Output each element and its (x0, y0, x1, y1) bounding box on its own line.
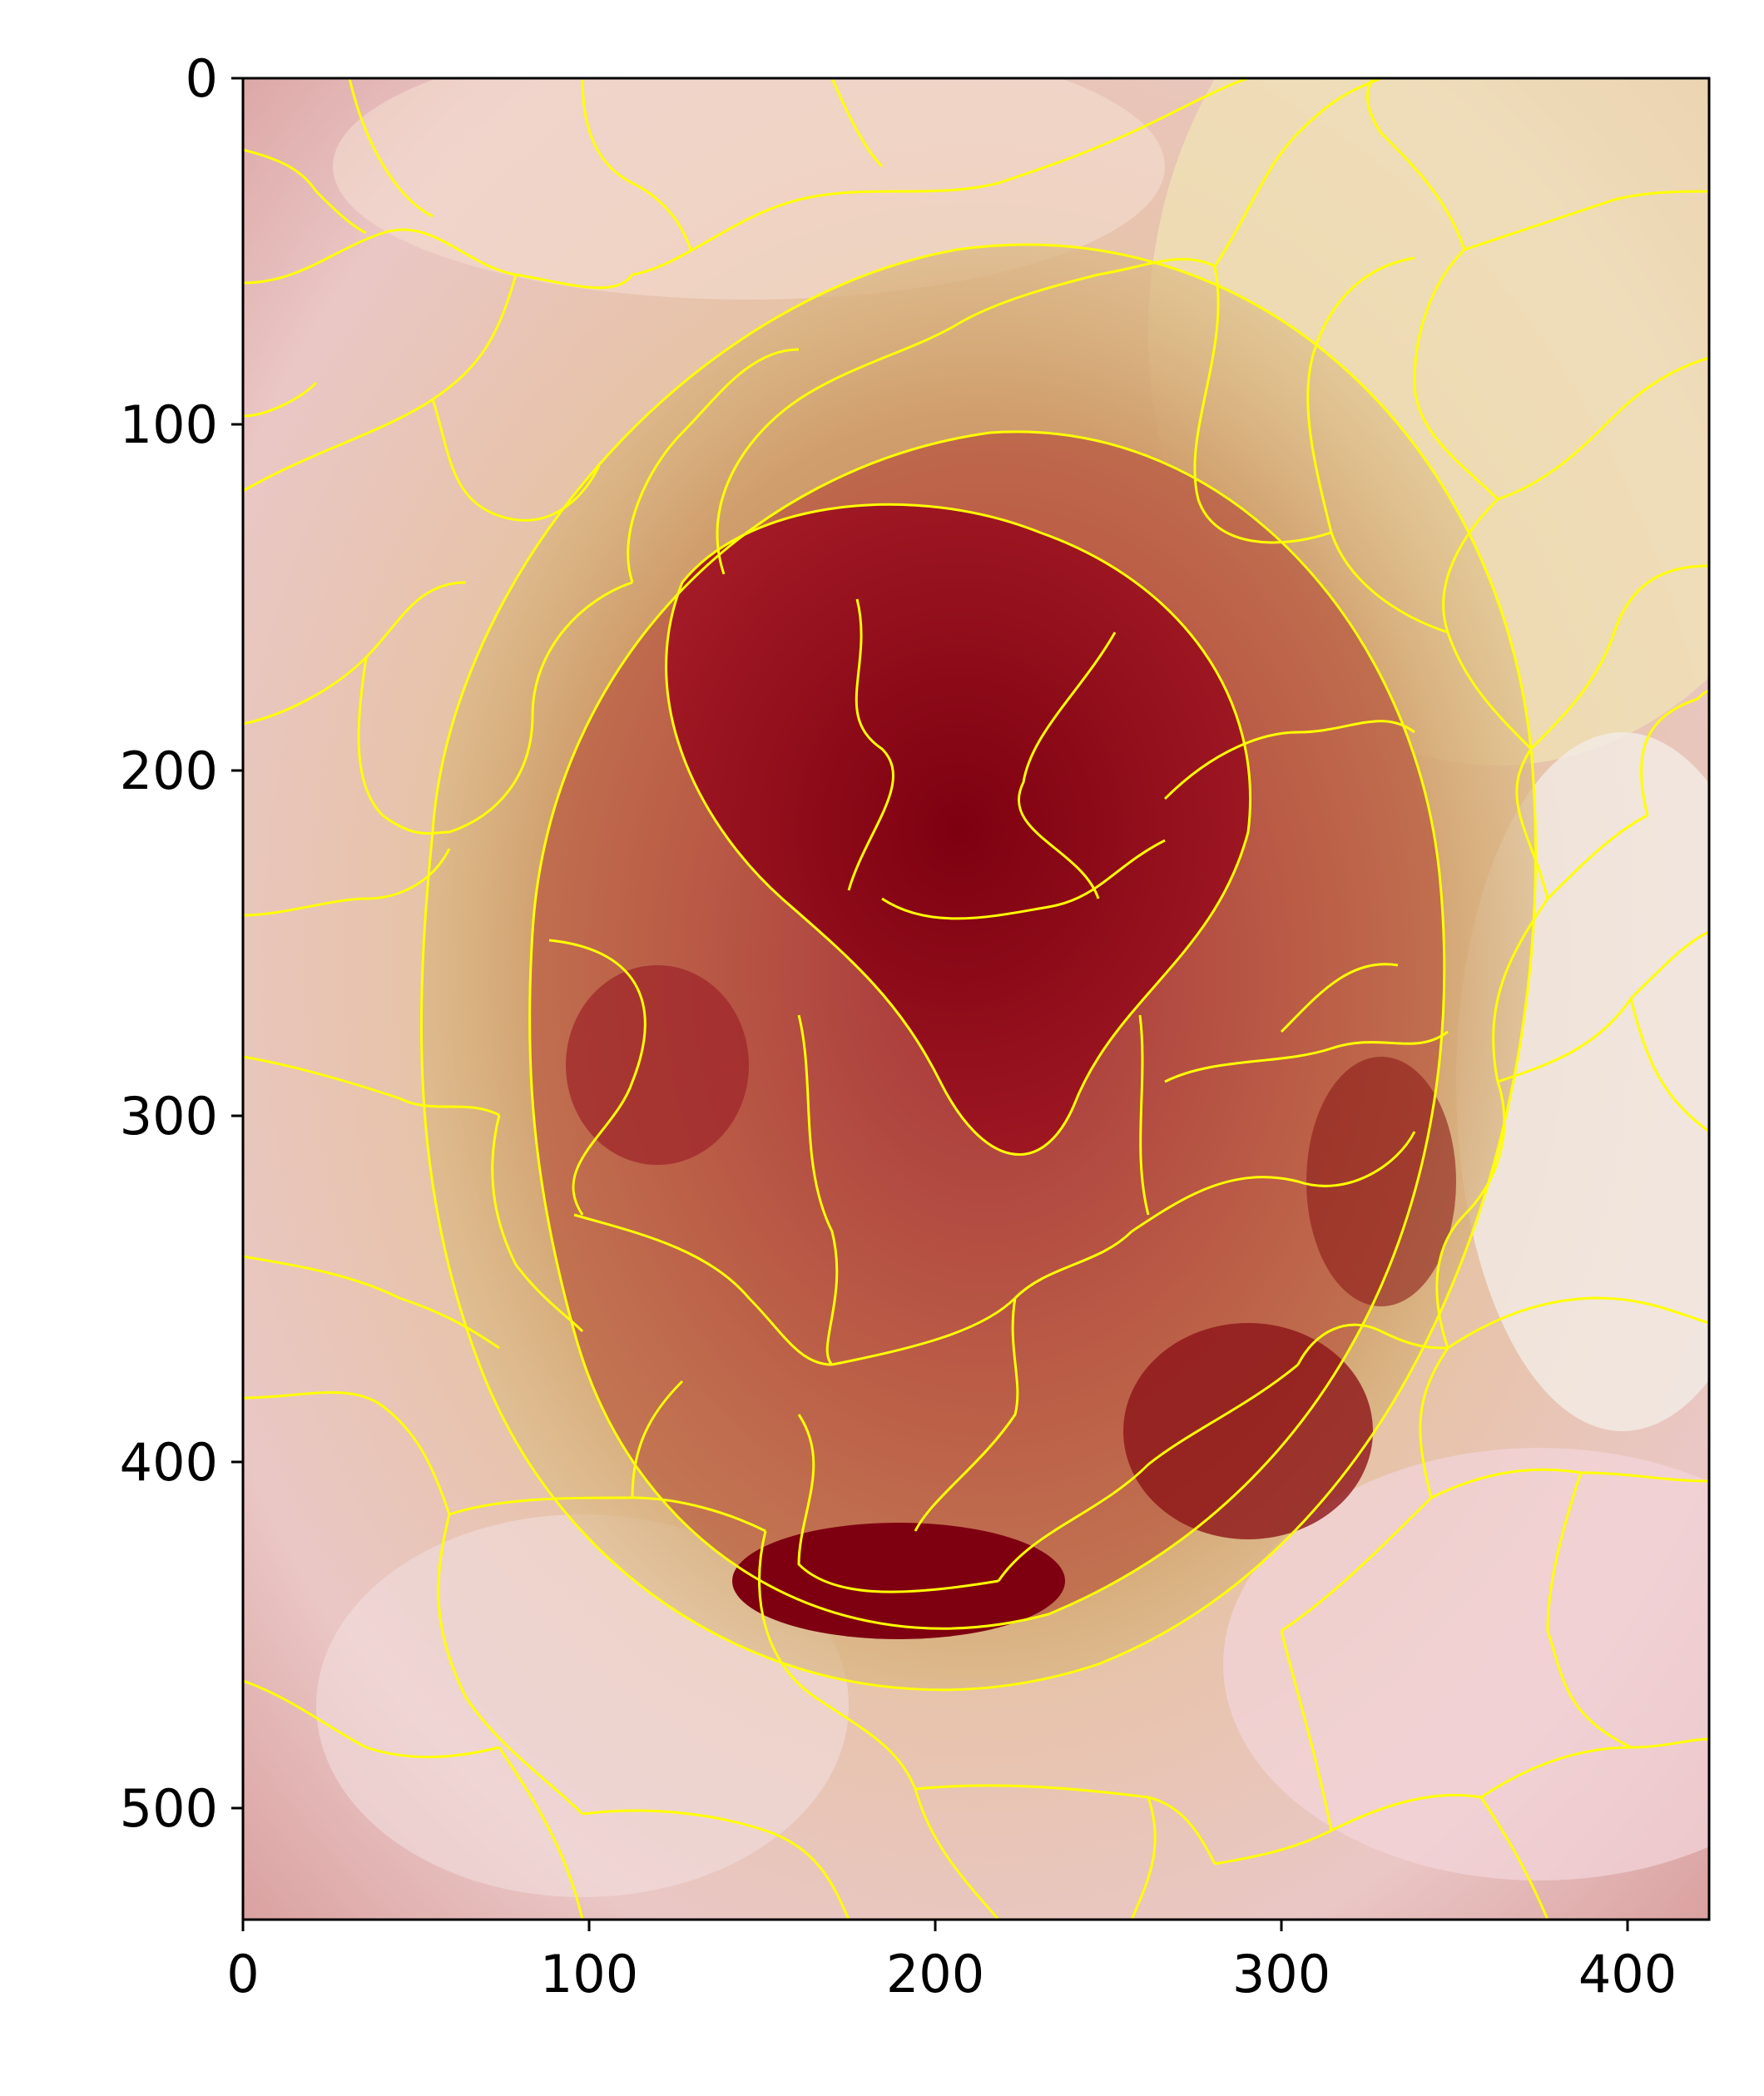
plot-frame (241, 77, 1711, 1921)
y-tick-label: 0 (186, 48, 218, 109)
x-tick-label: 100 (540, 1944, 638, 2004)
x-tick-label: 400 (1578, 1944, 1677, 2004)
x-tick-label: 0 (226, 1944, 259, 2004)
y-axis (231, 77, 243, 1810)
x-tick-label: 300 (1232, 1944, 1330, 2004)
y-tick-label: 200 (120, 741, 218, 801)
x-tick-label: 200 (886, 1944, 984, 2004)
y-tick-label: 300 (120, 1086, 218, 1147)
x-axis (241, 1920, 1629, 1931)
dermoscopy-image (243, 78, 1709, 1920)
y-tick-label: 100 (120, 394, 218, 455)
y-tick-label: 500 (120, 1778, 218, 1839)
superpixel-boundaries (243, 78, 1709, 1920)
y-tick-label: 400 (120, 1432, 218, 1493)
